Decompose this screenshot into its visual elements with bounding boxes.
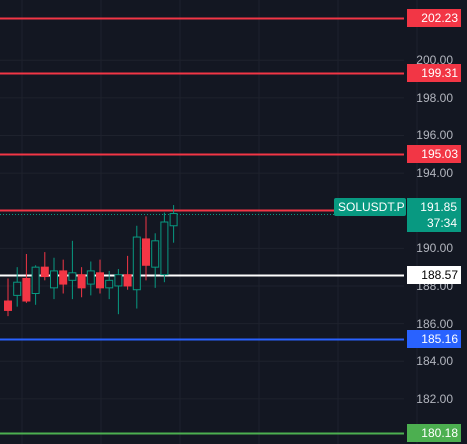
candle [13, 267, 22, 307]
candle [114, 269, 123, 315]
candle-body [77, 274, 86, 289]
candle-body [68, 272, 77, 281]
candles [4, 205, 178, 317]
candle [151, 233, 160, 288]
candle [40, 252, 49, 281]
level-price-label: 185.16 [407, 330, 461, 348]
candle [132, 225, 141, 309]
candle-body [59, 270, 68, 285]
candle-body [4, 300, 12, 311]
last-price-value: 191.85 [420, 200, 457, 214]
level-price-label: 188.57 [407, 266, 461, 284]
candle [123, 255, 132, 290]
price-tick-label: 186.00 [416, 316, 453, 331]
candle [31, 265, 40, 305]
price-tick-label: 196.00 [416, 128, 453, 143]
candle-body [96, 272, 104, 289]
level-price-label: 195.03 [407, 145, 461, 163]
level-price-label: 202.23 [407, 9, 461, 27]
candle-body [151, 240, 160, 268]
candle [77, 267, 86, 298]
level-price-label: 180.18 [407, 424, 461, 442]
candle [22, 253, 31, 303]
candle [68, 240, 77, 300]
candle [59, 259, 68, 294]
candle-body [40, 266, 49, 278]
horizontal-level-lines [0, 17, 404, 435]
candle-body [31, 266, 40, 294]
candle-body [114, 274, 123, 287]
price-tick-label: 200.00 [416, 53, 453, 68]
symbol-label: SOLUSDT.P [334, 198, 406, 216]
last-price-box: 191.85 37:34 [407, 198, 461, 232]
candle [105, 270, 114, 300]
candle-body [123, 274, 132, 287]
candle [96, 259, 104, 294]
grid [0, 0, 418, 444]
price-tick-label: 190.00 [416, 241, 453, 256]
price-tick-label: 184.00 [416, 354, 453, 369]
level-price-label: 199.31 [407, 64, 461, 82]
candle-body [105, 279, 114, 289]
candle-body [13, 281, 22, 296]
candle-body [142, 238, 150, 266]
candle [4, 278, 12, 317]
candle [142, 216, 150, 281]
candle [169, 205, 178, 243]
price-tick-label: 182.00 [416, 391, 453, 406]
candle-body [86, 270, 95, 285]
price-tick-label: 198.00 [416, 90, 453, 105]
candle [50, 257, 58, 300]
candle [160, 212, 169, 283]
bar-countdown: 37:34 [426, 216, 457, 230]
candle-body [50, 270, 58, 289]
candle-body [160, 221, 169, 276]
candle [86, 261, 95, 296]
price-tick-label: 194.00 [416, 166, 453, 181]
candle-body [22, 277, 31, 302]
candle-body [132, 236, 141, 291]
candle-body [169, 213, 178, 227]
